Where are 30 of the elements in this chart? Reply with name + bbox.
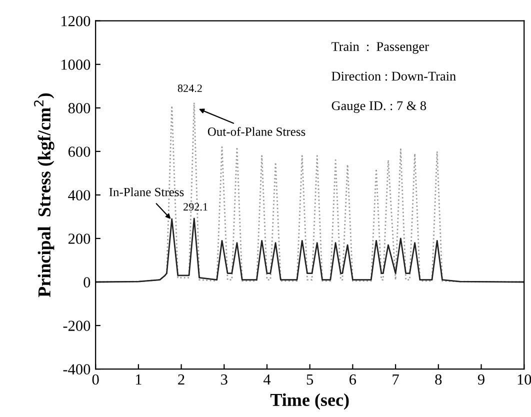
annotation: 292.1 [184, 203, 208, 211]
y-tick-label: 200 [68, 234, 90, 244]
y-tick-label: 600 [68, 146, 90, 157]
x-tick-label: 3 [221, 374, 228, 385]
x-tick-label: 10 [518, 374, 531, 385]
line-series [96, 218, 524, 283]
y-tick-label: 1200 [62, 16, 90, 26]
x-tick-label: 4 [263, 374, 271, 385]
y-tick-label: 800 [68, 103, 90, 114]
x-tick-label: 9 [478, 374, 484, 385]
annotation: 824.2 [178, 84, 202, 92]
x-tick-label: 8 [435, 374, 442, 385]
x-tick-label: 1 [136, 374, 142, 385]
x-tick-label: 5 [306, 374, 314, 385]
y-tick-label: -400 [63, 364, 90, 374]
y-tick-label: 400 [68, 190, 90, 200]
y-tick-label: 0 [84, 277, 90, 288]
x-tick-label: 6 [350, 374, 356, 385]
y-tick-label: 1000 [62, 60, 90, 70]
x-tick-label: 7 [392, 374, 399, 385]
x-tick-label: 2 [178, 374, 184, 385]
annotation: Gauge ID. : 7 & 8 [332, 101, 426, 113]
annotation: Train : Passenger [332, 42, 429, 54]
x-axis-title: Time (sec) [270, 393, 349, 410]
annotation: Direction : Down-Train [332, 72, 456, 81]
y-axis-title: Principal Stress (kgf/cm$^{2}$) [34, 93, 54, 298]
annotation: In-Plane Stress [109, 188, 184, 196]
x-tick-label: 0 [92, 374, 99, 385]
annotation: Out-of-Plane Stress [208, 126, 306, 136]
y-tick-label: -200 [63, 320, 90, 331]
